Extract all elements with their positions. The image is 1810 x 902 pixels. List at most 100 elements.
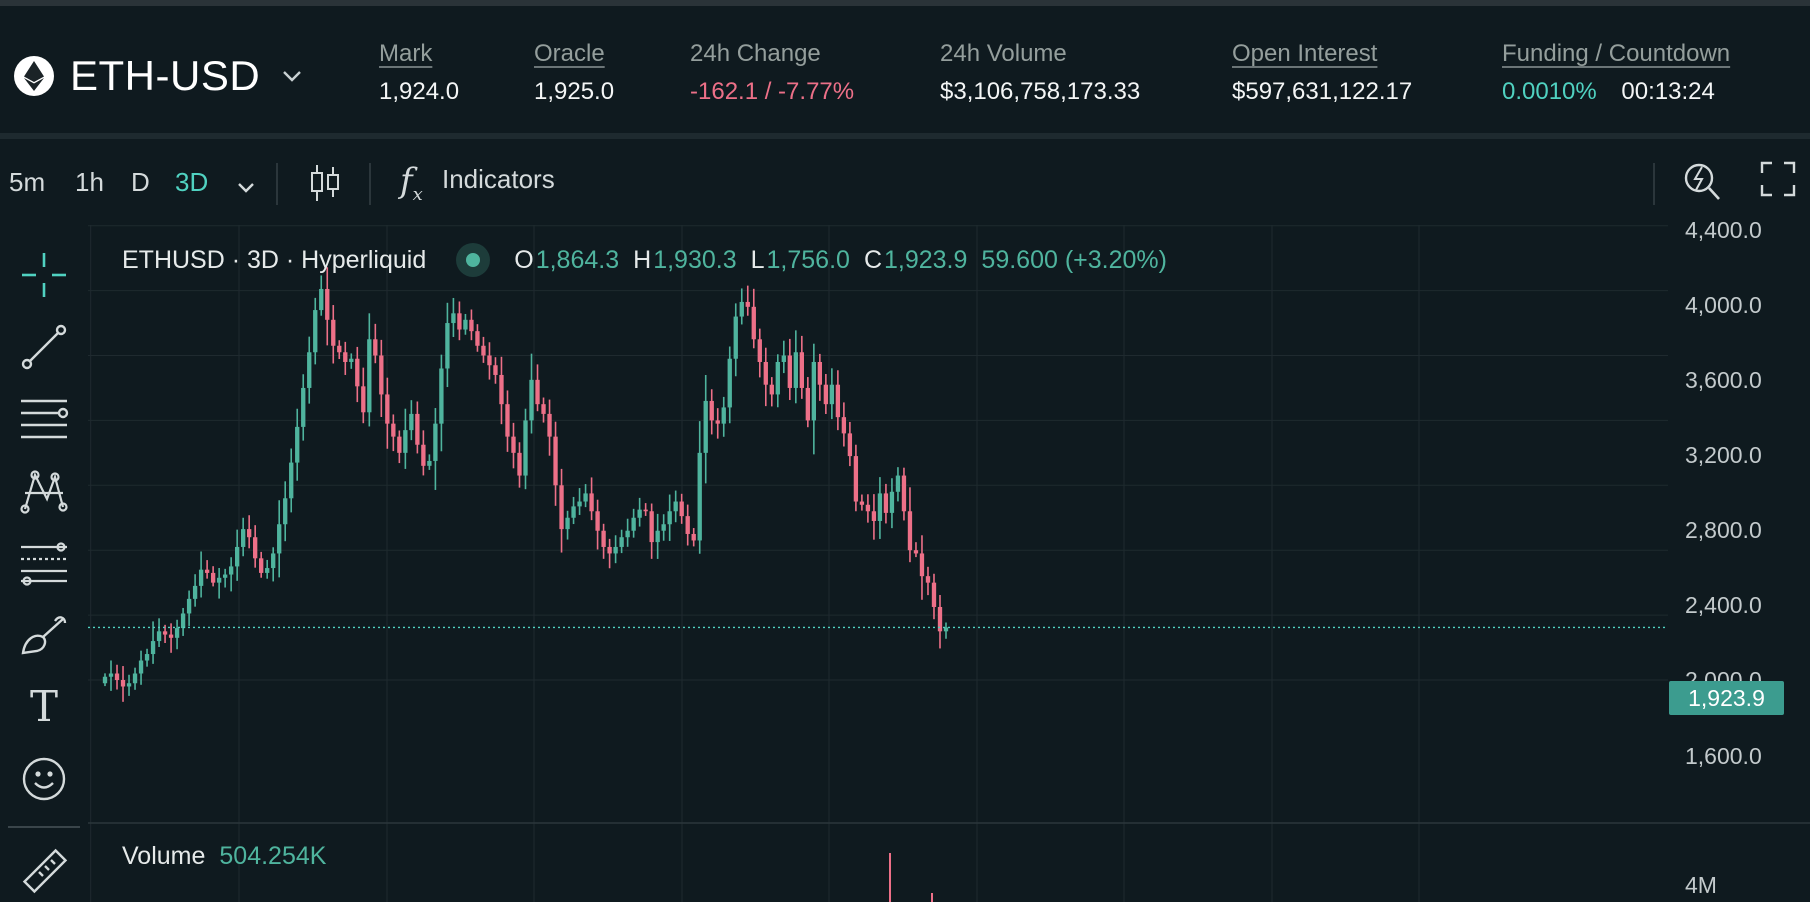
legend-ohlc: O 1,864.3 H 1,930.3 L 1,756.0 C 1,923.9 59.6… [514, 246, 1167, 275]
candle-body [847, 433, 853, 457]
candle-body [409, 413, 414, 431]
funding-values: 0.0010% 00:13:24 [1502, 78, 1730, 106]
candle-body [865, 504, 871, 512]
candle-body [673, 501, 678, 512]
price-chart[interactable] [88, 225, 1810, 902]
candle-body [319, 288, 324, 311]
trend-line-icon[interactable] [16, 319, 72, 375]
candle-body [805, 387, 810, 421]
candle-body [523, 420, 528, 476]
candle-body [114, 673, 120, 680]
funding-countdown: 00:13:24 [1621, 78, 1715, 105]
candle-body [595, 511, 600, 531]
quick-search-icon[interactable] [1682, 159, 1722, 210]
crosshair-icon[interactable] [16, 247, 72, 303]
candle-body [769, 384, 774, 395]
y-tick: 2,800.0 [1685, 517, 1762, 543]
candle-body [343, 352, 348, 362]
candle-body [859, 501, 865, 505]
funding-label[interactable]: Funding / Countdown [1502, 40, 1731, 67]
candle-body [517, 452, 522, 476]
coin-selector[interactable]: ETH-USD [14, 52, 302, 100]
candle-body [325, 288, 330, 320]
candle-body [775, 361, 780, 395]
window-top-strip [0, 0, 1810, 6]
candle-body [361, 386, 366, 413]
interval-5m[interactable]: 5m [9, 167, 46, 197]
status-dot-icon [466, 253, 481, 267]
candle-body [721, 407, 726, 424]
text-icon[interactable]: T [29, 682, 58, 731]
candle-body [433, 423, 438, 461]
legend-high: 1,930.3 [653, 245, 737, 274]
candle-body [457, 313, 462, 330]
candle-body [210, 572, 216, 583]
interval-3d[interactable]: 3D [175, 167, 209, 197]
volume-label: 24h Volume [940, 40, 1067, 67]
candle-body [126, 683, 132, 687]
candle-body [937, 606, 943, 632]
candle-body [703, 400, 708, 453]
candle-body [931, 582, 937, 607]
horizontal-lines-icon[interactable] [16, 391, 72, 447]
open-interest-label[interactable]: Open Interest [1232, 40, 1378, 67]
candle-body [655, 530, 660, 543]
candle-body [631, 517, 636, 531]
open-interest-stat: Open Interest $597,631,122.17 [1232, 40, 1412, 106]
candle-body [120, 680, 126, 687]
candle-body [643, 509, 648, 512]
candle-body [265, 568, 270, 573]
emoji-icon[interactable] [16, 751, 72, 807]
candle-body [919, 553, 925, 577]
candle-body [901, 475, 907, 512]
candle-body [301, 387, 306, 427]
mark-label[interactable]: Mark [379, 40, 433, 67]
candle-body [313, 310, 318, 353]
candle-body [295, 426, 300, 463]
candle-body [823, 384, 829, 405]
market-header: ETH-USD Mark 1,924.0 Oracle 1,925.0 24h … [0, 6, 1810, 133]
legend-change: 59.600 (+3.20%) [981, 245, 1167, 274]
candle-body [601, 530, 606, 547]
interval-d[interactable]: D [131, 167, 150, 197]
candle-body [757, 339, 762, 362]
chart-toolbar: 5m 1h D 3D fx Indicators [0, 139, 1810, 225]
candle-body [895, 475, 901, 492]
candle-body [132, 673, 138, 684]
change-label: 24h Change [690, 40, 821, 67]
candlestick-chart[interactable] [88, 225, 1810, 902]
candle-body [811, 361, 817, 421]
interval-1h[interactable]: 1h [75, 167, 104, 197]
candle-body [241, 529, 246, 547]
candle-body [499, 374, 504, 405]
candle-body [186, 598, 192, 614]
candle-body [277, 524, 282, 554]
candle-body [583, 493, 588, 502]
chevron-down-icon[interactable] [236, 171, 256, 202]
volume-tick: 4M [1685, 872, 1717, 898]
open-interest-value: $597,631,122.17 [1232, 78, 1413, 105]
candle-body [841, 417, 847, 434]
candle-body [283, 498, 288, 525]
candle-body [403, 430, 408, 453]
brush-icon[interactable] [16, 607, 72, 663]
legend-close: 1,923.9 [884, 245, 968, 274]
candle-body [439, 368, 444, 424]
toolbar-divider [1653, 163, 1655, 205]
candles-icon[interactable] [308, 163, 342, 210]
candle-body [102, 676, 108, 684]
fib-icon[interactable] [16, 535, 72, 591]
candle-body [883, 493, 889, 513]
ruler-icon[interactable] [16, 843, 72, 899]
candle-body [535, 379, 540, 405]
candle-body [222, 574, 228, 578]
oracle-label[interactable]: Oracle [534, 40, 605, 67]
drawing-tools: T [0, 225, 88, 902]
pattern-icon[interactable] [16, 463, 72, 519]
indicators-button[interactable]: fx Indicators [400, 161, 555, 205]
candle-body [162, 631, 168, 635]
status-dot-button[interactable] [456, 243, 491, 277]
fullscreen-icon[interactable] [1760, 161, 1796, 204]
tools-divider [8, 826, 80, 828]
candle-body [889, 491, 895, 513]
